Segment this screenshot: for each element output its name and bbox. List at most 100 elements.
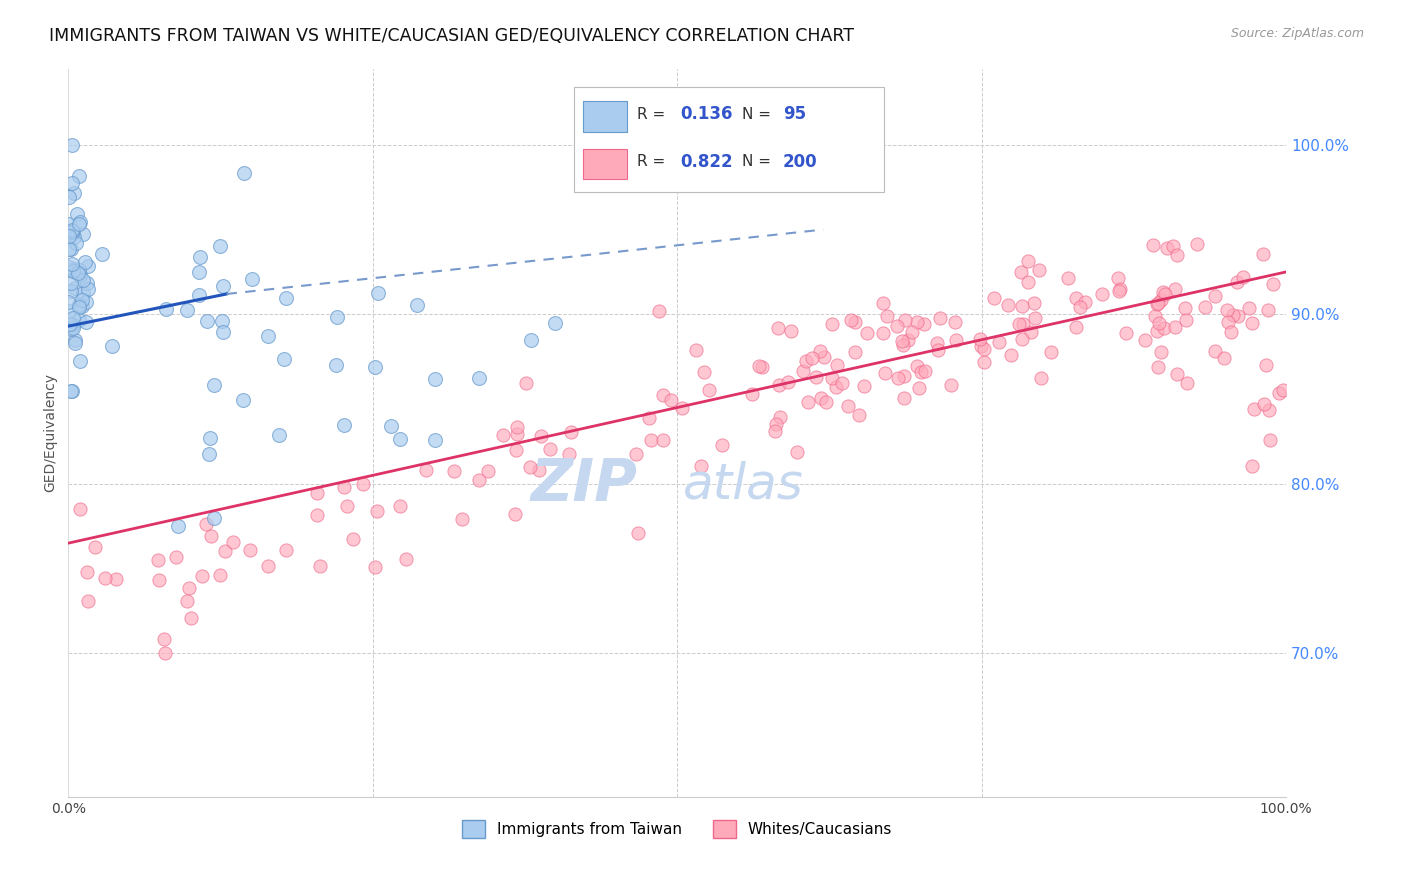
Point	[336, 499, 359, 513]
Text: R =: R =	[637, 107, 671, 122]
Point	[1024, 311, 1046, 326]
Point	[69, 501, 91, 516]
Point	[1216, 316, 1239, 330]
Point	[558, 446, 581, 460]
Point	[1216, 303, 1239, 318]
Point	[342, 533, 364, 547]
Point	[58, 260, 80, 274]
Point	[1164, 282, 1187, 296]
Point	[894, 313, 917, 327]
Point	[780, 324, 803, 338]
Point	[697, 383, 720, 397]
Point	[1146, 324, 1168, 338]
Point	[257, 329, 280, 343]
Point	[560, 425, 582, 439]
Point	[75, 294, 97, 309]
Point	[267, 428, 290, 442]
Point	[844, 315, 866, 329]
Point	[239, 543, 262, 558]
Point	[792, 364, 814, 378]
Point	[60, 322, 83, 336]
Point	[232, 393, 254, 408]
Point	[538, 442, 561, 456]
Text: Source: ZipAtlas.com: Source: ZipAtlas.com	[1230, 27, 1364, 40]
Point	[1135, 334, 1157, 348]
Point	[202, 510, 225, 524]
Text: R =: R =	[637, 154, 671, 169]
Point	[891, 334, 914, 349]
Point	[1204, 289, 1226, 303]
Point	[1011, 299, 1033, 313]
Point	[364, 360, 387, 375]
Point	[309, 559, 332, 574]
Point	[837, 399, 859, 413]
Point	[1144, 310, 1167, 324]
Point	[1258, 403, 1281, 417]
Point	[77, 282, 100, 296]
Point	[202, 377, 225, 392]
Text: atlas: atlas	[683, 460, 804, 508]
Point	[83, 540, 105, 554]
Point	[1222, 308, 1244, 322]
Point	[520, 333, 543, 347]
Point	[380, 418, 402, 433]
Point	[59, 318, 82, 332]
Point	[76, 566, 98, 580]
Point	[659, 393, 682, 408]
Point	[62, 264, 84, 278]
Point	[67, 263, 90, 277]
Point	[180, 611, 202, 625]
Point	[873, 366, 896, 380]
Point	[1241, 458, 1264, 473]
Point	[58, 304, 80, 318]
Point	[188, 264, 211, 278]
Point	[648, 303, 671, 318]
Point	[912, 318, 935, 332]
Text: 0.136: 0.136	[681, 105, 734, 123]
Point	[1251, 246, 1274, 260]
Point	[1253, 397, 1275, 411]
Point	[786, 445, 808, 459]
Point	[60, 223, 83, 237]
Text: 0.822: 0.822	[681, 153, 734, 171]
Point	[208, 568, 231, 582]
Point	[1029, 371, 1052, 385]
Point	[1156, 241, 1178, 255]
Point	[65, 264, 87, 278]
Point	[766, 320, 789, 334]
Point	[685, 343, 707, 357]
FancyBboxPatch shape	[583, 149, 627, 179]
Point	[1146, 297, 1168, 311]
Point	[62, 318, 84, 333]
Point	[233, 165, 256, 179]
Point	[67, 313, 90, 327]
Point	[274, 543, 297, 558]
Point	[927, 343, 949, 358]
Point	[72, 285, 94, 300]
Point	[1147, 359, 1170, 374]
Point	[690, 459, 713, 474]
Point	[652, 434, 675, 448]
Point	[1161, 238, 1184, 252]
Point	[813, 350, 835, 364]
Point	[887, 371, 910, 385]
Point	[195, 516, 218, 531]
Point	[893, 391, 915, 405]
Point	[814, 394, 837, 409]
Point	[91, 246, 114, 260]
Point	[872, 296, 894, 310]
Point	[800, 351, 823, 365]
Point	[62, 262, 84, 277]
Point	[901, 325, 924, 339]
Point	[394, 551, 416, 566]
Point	[367, 285, 389, 300]
Point	[1064, 291, 1087, 305]
Point	[1012, 317, 1035, 331]
Point	[1227, 310, 1250, 324]
Point	[77, 260, 100, 274]
Point	[415, 463, 437, 477]
Point	[191, 568, 214, 582]
Point	[856, 326, 879, 340]
Point	[1175, 376, 1198, 390]
Point	[1152, 285, 1174, 299]
